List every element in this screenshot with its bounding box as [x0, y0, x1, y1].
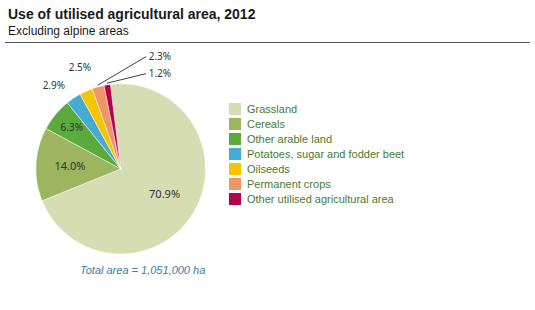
svg-text:70.9%: 70.9% — [149, 186, 180, 201]
html-text:Potatoes, sugar and fodder bee: Potatoes, sugar and fodder beet — [247, 147, 405, 160]
svg-text:2.3%: 2.3% — [149, 49, 171, 63]
html-text:Total area = 1,051,000 ha: Total area = 1,051,000 ha — [80, 264, 206, 276]
html-text:Cereals: Cereals — [247, 117, 285, 130]
svg-text:2.9%: 2.9% — [43, 78, 65, 92]
html-text:Use of utilised agricultural a: Use of utilised agricultural area, 2012 — [8, 6, 256, 22]
svg-text:14.0%: 14.0% — [54, 158, 85, 173]
html-text:Excluding alpine areas: Excluding alpine areas — [8, 24, 129, 38]
svg-text:6.3%: 6.3% — [61, 120, 83, 134]
html-text:Other utilised agricultural ar: Other utilised agricultural area — [247, 192, 394, 205]
html-text:Oilseeds: Oilseeds — [247, 162, 290, 175]
html-text:Permanent crops: Permanent crops — [247, 177, 331, 190]
html-text:Grassland: Grassland — [247, 102, 298, 115]
svg-text:1.2%: 1.2% — [149, 66, 171, 80]
html-text:Other arable land: Other arable land — [247, 132, 332, 145]
svg-text:2.5%: 2.5% — [69, 60, 91, 74]
